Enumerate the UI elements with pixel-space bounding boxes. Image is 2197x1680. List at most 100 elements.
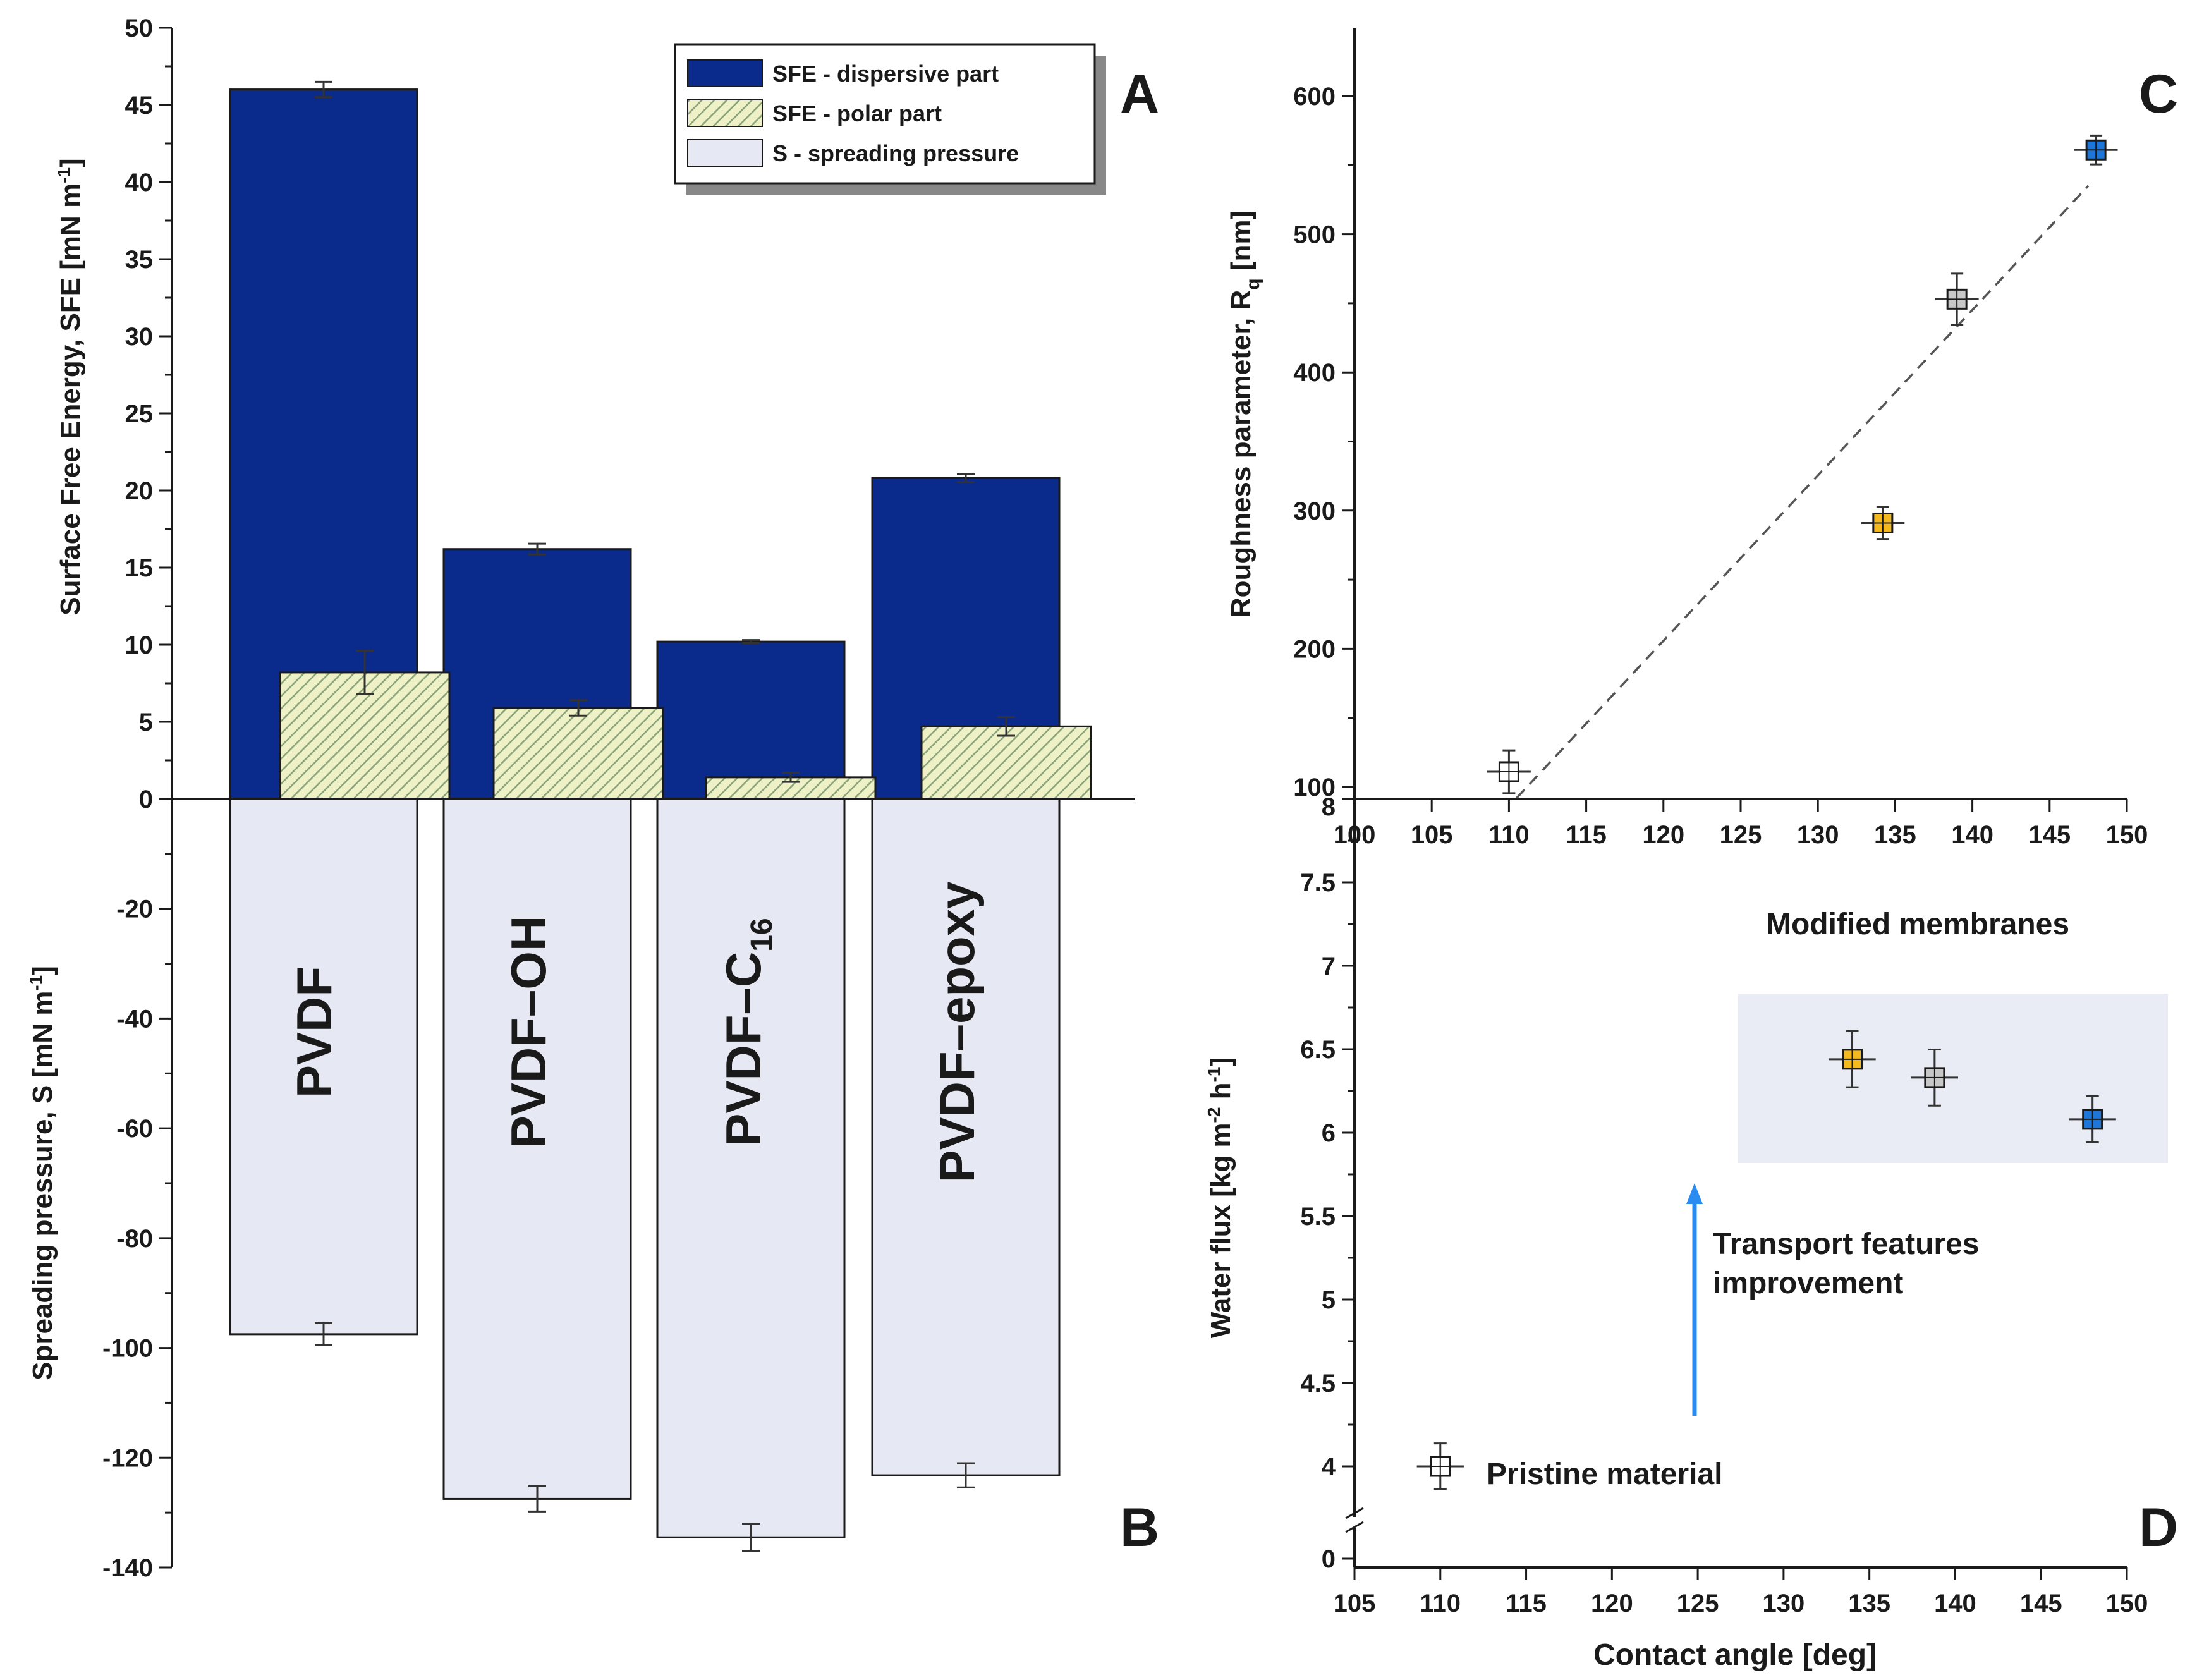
legend-label-dispersive: SFE - dispersive part [772, 61, 999, 87]
panel-a-ytick-label: 10 [125, 631, 154, 659]
transport-annotation-line2: improvement [1713, 1267, 1903, 1300]
panel-label-d: D [2139, 1497, 2178, 1558]
panel-b-ylabel-end: ] [27, 966, 58, 975]
panel-d-ylabel-mid: h [1205, 1082, 1236, 1107]
axis-break-mark [1345, 1507, 1364, 1519]
legend-label-spreading: S - spreading pressure [772, 140, 1019, 166]
panel-b-ytick-label: -40 [116, 1005, 153, 1033]
panel-c-xtick-label: 150 [2106, 821, 2148, 849]
panel-c-xtick-label: 115 [1566, 821, 1607, 849]
panel-label-b: B [1120, 1497, 1159, 1558]
panel-d-ytick-label: 6 [1322, 1119, 1336, 1147]
panel-label-a: A [1120, 64, 1159, 125]
panel-b-ytick-label: -140 [102, 1554, 153, 1582]
legend-swatch-spreading [687, 139, 763, 167]
panel-b-ylabel-sup: -1 [26, 975, 46, 991]
polar-bar [492, 707, 664, 800]
panel-label-c: C [2139, 64, 2178, 125]
panel-d-xtick-label: 150 [2106, 1590, 2148, 1617]
panel-a-ytick-label: 15 [125, 554, 154, 582]
legend-label-polar: SFE - polar part [772, 100, 942, 126]
panel-b-ytick-label: -80 [116, 1225, 153, 1253]
panel-c-ylabel-end: [nm] [1226, 210, 1257, 279]
panel-c-ylabel-text: Roughness parameter, R [1226, 290, 1257, 618]
panel-d-ytick-label: 4.5 [1300, 1370, 1336, 1397]
panel-c-xtick-label: 120 [1642, 821, 1684, 849]
legend: SFE - dispersive part SFE - polar part S… [674, 43, 1106, 195]
panel-c-ylabel-sub: q [1243, 278, 1263, 289]
panel-d-ytick-label-zero: 0 [1322, 1545, 1336, 1573]
panel-d-ytick-label: 6.5 [1300, 1036, 1336, 1064]
panel-a-ytick-label: 5 [139, 709, 153, 736]
panel-c-xtick-label: 135 [1874, 821, 1916, 849]
panel-c-xtick-label: 125 [1720, 821, 1762, 849]
panel-d-ytick-label: 7 [1322, 953, 1336, 980]
panel-c-ytick-label: 200 [1293, 635, 1336, 663]
panel-c-ytick-label: 300 [1293, 497, 1336, 525]
panel-b-ytick-label: -60 [116, 1115, 153, 1143]
panel-d-ylabel-sup1: -2 [1204, 1107, 1224, 1123]
panel-a-ytick-label: 50 [125, 15, 154, 42]
category-label-pvdf-c16: PVDF–C16 [715, 918, 779, 1146]
category-label-pvdf-epoxy: PVDF–epoxy [929, 882, 985, 1183]
panel-d-chart: 4 4.5 5 5.5 6 6.5 7 7.5 8 0 105 110 115 120 125 130 135 1… [1300, 793, 2148, 1617]
category-label-pvdf-text: PVDF [286, 966, 342, 1098]
dispersive-bar [656, 640, 846, 800]
panel-c-ytick-label: 500 [1293, 221, 1336, 249]
panel-d-ylabel-text: Water flux [kg m [1205, 1123, 1236, 1338]
panel-c-ytick-label: 100 [1293, 774, 1336, 801]
category-label-pvdf: PVDF [286, 966, 342, 1098]
spreading-bar [229, 798, 418, 1336]
panel-a-ytick-label: 35 [125, 246, 154, 274]
panel-a-ytick-label: 20 [125, 477, 154, 505]
category-labels: PVDF PVDF–OH PVDF–C16 PVDF–epoxy [286, 882, 985, 1183]
modified-membranes-label: Modified membranes [1766, 908, 2069, 941]
panel-d-xtick-label: 110 [1420, 1590, 1461, 1617]
panel-d-ytick-label: 5.5 [1300, 1203, 1336, 1231]
panel-d-ytick-label: 5 [1322, 1286, 1336, 1314]
axis-break-mark [1345, 1521, 1364, 1533]
panel-c-xtick-label: 105 [1411, 821, 1453, 849]
panel-d-xlabel: Contact angle [deg] [1593, 1638, 1877, 1672]
legend-swatch-dispersive [687, 59, 763, 87]
panel-d-xtick-label: 130 [1763, 1590, 1805, 1617]
panel-d-xtick-label: 145 [2020, 1590, 2062, 1617]
polar-bar [920, 725, 1092, 800]
panel-a-ylabel-sup: -1 [54, 167, 73, 183]
sfe-spreading-chart: 0 5 10 15 20 25 30 35 40 45 50 -140 -120 -100 -80 -60 -4… [102, 15, 1135, 1582]
category-label-pvdf-epoxy-text: PVDF–epoxy [929, 882, 985, 1183]
panel-d-ytick-label-top: 8 [1322, 793, 1336, 821]
panel-a-ylabel: Surface Free Energy, SFE [mN m-1] [54, 158, 86, 615]
panel-c-ylabel: Roughness parameter, Rq [nm] [1226, 210, 1263, 618]
panel-c-xtick-label: 110 [1488, 821, 1530, 849]
panel-c-xtick-label: 145 [2028, 821, 2071, 849]
panel-b-ylabel: Spreading pressure, S [mN m-1] [26, 966, 58, 1380]
panel-d-ylabel: Water flux [kg m-2 h-1] [1204, 1057, 1236, 1338]
panel-a-ytick-label: 0 [139, 786, 153, 813]
panel-a-ytick-label: 40 [125, 169, 154, 197]
category-label-pvdf-c16-sub: 16 [745, 918, 779, 951]
panel-d-xtick-label: 120 [1591, 1590, 1633, 1617]
panel-d-xtick-label: 125 [1677, 1590, 1719, 1617]
panel-d-ylabel-sup2: -1 [1204, 1067, 1224, 1083]
panel-d-xtick-label: 140 [1934, 1590, 1976, 1617]
transport-annotation-line1: Transport features [1713, 1227, 1979, 1261]
trend-line [1516, 185, 2090, 799]
pristine-material-label: Pristine material [1487, 1458, 1723, 1491]
panel-d-xtick-label: 135 [1848, 1590, 1890, 1617]
panel-d-ylabel-end: ] [1205, 1057, 1236, 1067]
spreading-bar [656, 798, 846, 1538]
panel-d-ytick-label: 7.5 [1300, 869, 1336, 897]
panel-a-ylabel-end: ] [55, 158, 86, 167]
panel-d-xtick-label: 115 [1506, 1590, 1547, 1617]
transport-arrow [1686, 1183, 1703, 1416]
panel-a-ytick-label: 30 [125, 323, 154, 351]
panel-c-xtick-label: 140 [1951, 821, 1993, 849]
panel-b-ytick-label: -20 [116, 896, 153, 923]
panel-a-ytick-label: 45 [125, 92, 154, 119]
panel-b-ytick-label: -100 [102, 1335, 153, 1363]
category-label-pvdf-c16-text: PVDF–C [715, 952, 771, 1147]
panel-a-ylabel-text: Surface Free Energy, SFE [mN m [55, 183, 86, 616]
panel-c-ytick-label: 600 [1293, 83, 1336, 111]
